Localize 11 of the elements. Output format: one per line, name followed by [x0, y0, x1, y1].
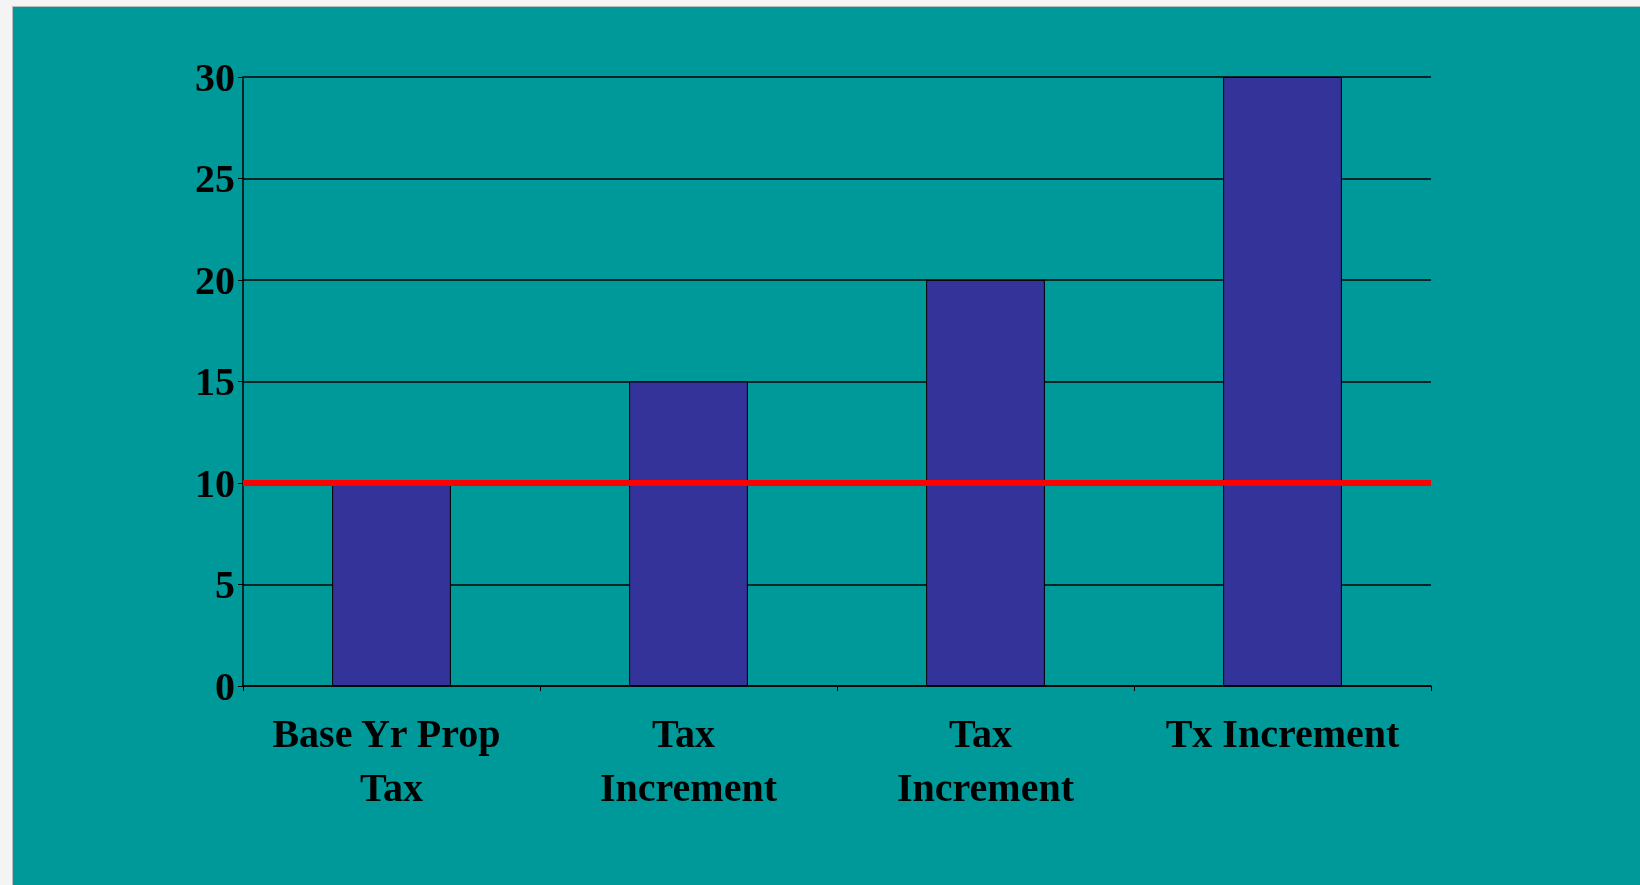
y-tick-label: 5 — [215, 562, 235, 607]
x-tick-label: Tax Increment — [897, 710, 1075, 810]
y-tick-label: 0 — [215, 663, 235, 709]
y-tick-label: 10 — [195, 460, 235, 506]
y-tick-label: 20 — [195, 257, 235, 303]
y-tick-label: 15 — [195, 359, 235, 404]
x-tick-label: Tx Increment — [1165, 710, 1401, 756]
x-tick-label: Tax Increment — [600, 710, 778, 810]
y-tick-label: 25 — [195, 156, 235, 201]
y-tick-label: 30 — [195, 54, 235, 100]
x-tick-label: Base Yr Prop Tax — [272, 710, 511, 810]
